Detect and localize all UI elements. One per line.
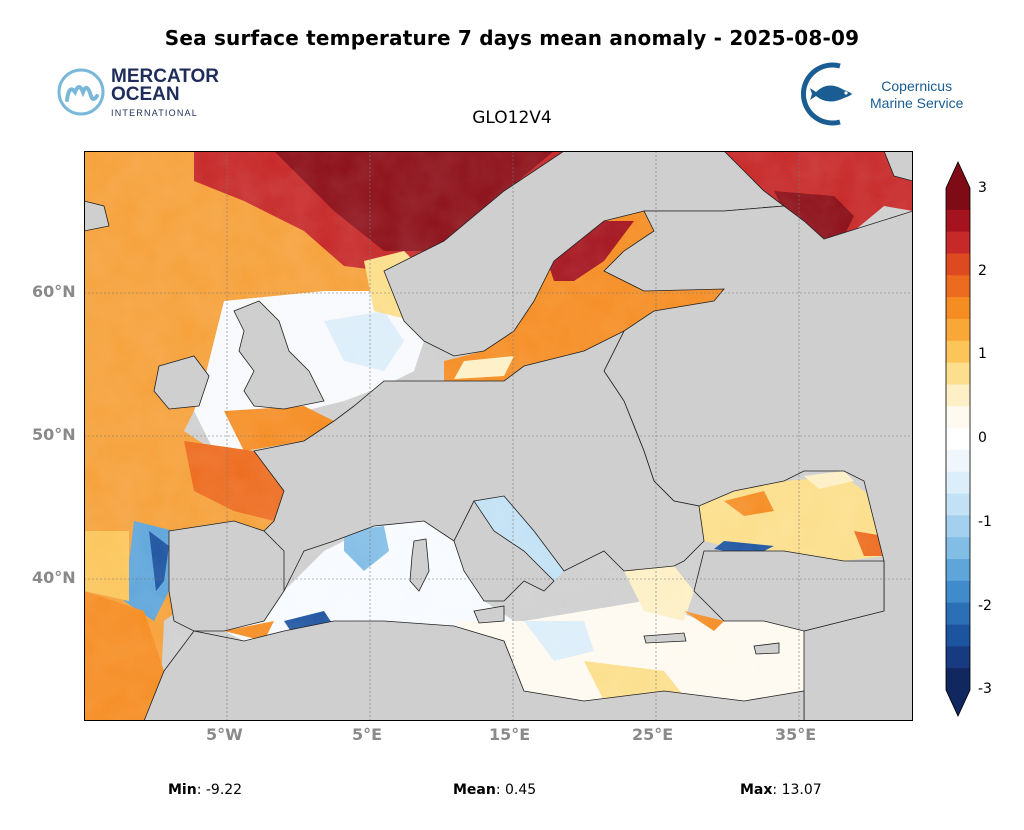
colorbar-tick-2: 2 [978, 263, 987, 279]
colorbar-segment [946, 318, 970, 342]
colorbar-segment [946, 537, 970, 560]
coastlines [83, 150, 914, 722]
stat-max-label: Max [740, 782, 773, 798]
copernicus-marine-logo: Copernicus Marine Service [800, 62, 980, 126]
stat-mean: Mean: 0.45 [453, 782, 536, 798]
colorbar-extend-max [946, 162, 970, 188]
colorbar-tick-3: 3 [978, 180, 987, 196]
colorbar-segment [946, 515, 970, 538]
stat-min-label: Min [168, 782, 197, 798]
mercator-line3: INTERNATIONAL [111, 108, 198, 118]
stat-mean-value: : 0.45 [495, 782, 537, 798]
copernicus-line1: Copernicus [881, 78, 953, 94]
lat-label-40n: 40°N [32, 568, 76, 587]
colorbar-segment [946, 406, 970, 429]
stat-min-value: : -9.22 [196, 782, 243, 798]
stat-max-value: : 13.07 [772, 782, 822, 798]
mercator-line2: OCEAN [111, 84, 180, 105]
colorbar-tick-1: 1 [978, 346, 987, 362]
lat-label-50n: 50°N [32, 425, 76, 444]
colorbar-segment [946, 624, 970, 647]
mercator-logo-icon [57, 68, 105, 116]
colorbar-segment [946, 602, 970, 626]
colorbar-segment [946, 209, 970, 233]
colorbar-segment [946, 384, 970, 407]
lon-label-25e: 25°E [632, 725, 674, 744]
mercator-line1: MERCATOR [111, 66, 220, 87]
colorbar-segment [946, 428, 970, 451]
stat-mean-label: Mean [453, 782, 496, 798]
colorbar-segment [946, 580, 970, 604]
stat-min: Min: -9.22 [168, 782, 242, 798]
colorbar-segment [946, 188, 970, 211]
colorbar-segment [946, 449, 970, 473]
colorbar-segment [946, 297, 970, 320]
colorbar-tick-neg1: -1 [978, 514, 992, 530]
colorbar-segment [946, 559, 970, 582]
lon-label-5e: 5°E [352, 725, 383, 744]
graticule [84, 151, 913, 721]
stat-max: Max: 13.07 [740, 782, 822, 798]
copernicus-line2: Marine Service [870, 95, 964, 111]
colorbar-outline [945, 161, 971, 717]
lon-label-35e: 35°E [775, 725, 817, 744]
colorbar-segment [946, 493, 970, 516]
mercator-ocean-logo: MERCATOR OCEAN INTERNATIONAL [55, 66, 245, 122]
chart-title: Sea surface temperature 7 days mean anom… [164, 26, 860, 50]
model-name: GLO12V4 [472, 108, 552, 128]
lat-label-60n: 60°N [32, 282, 76, 301]
colorbar-tick-neg3: -3 [978, 681, 992, 697]
colorbar-segment [946, 253, 970, 276]
anomaly-map [83, 150, 914, 722]
colorbar-segment [946, 231, 970, 254]
colorbar-gradient [945, 161, 971, 717]
colorbar-tick-neg2: -2 [978, 598, 992, 614]
colorbar-segment [946, 340, 970, 364]
copernicus-fish-icon [800, 62, 852, 126]
colorbar-segment [946, 275, 970, 298]
lon-label-15e: 15°E [489, 725, 531, 744]
colorbar-segment [946, 362, 970, 385]
lon-label-5w: 5°W [206, 725, 243, 744]
colorbar-segment [946, 471, 970, 495]
map-canvas [83, 150, 914, 722]
colorbar-segment [946, 668, 970, 691]
colorbar-segment [946, 646, 970, 669]
map-frame [84, 151, 913, 721]
colorbar: 3 2 1 0 -1 -2 -3 [940, 160, 1020, 720]
colorbar-tick-0: 0 [978, 430, 987, 446]
colorbar-extend-min [946, 690, 970, 716]
